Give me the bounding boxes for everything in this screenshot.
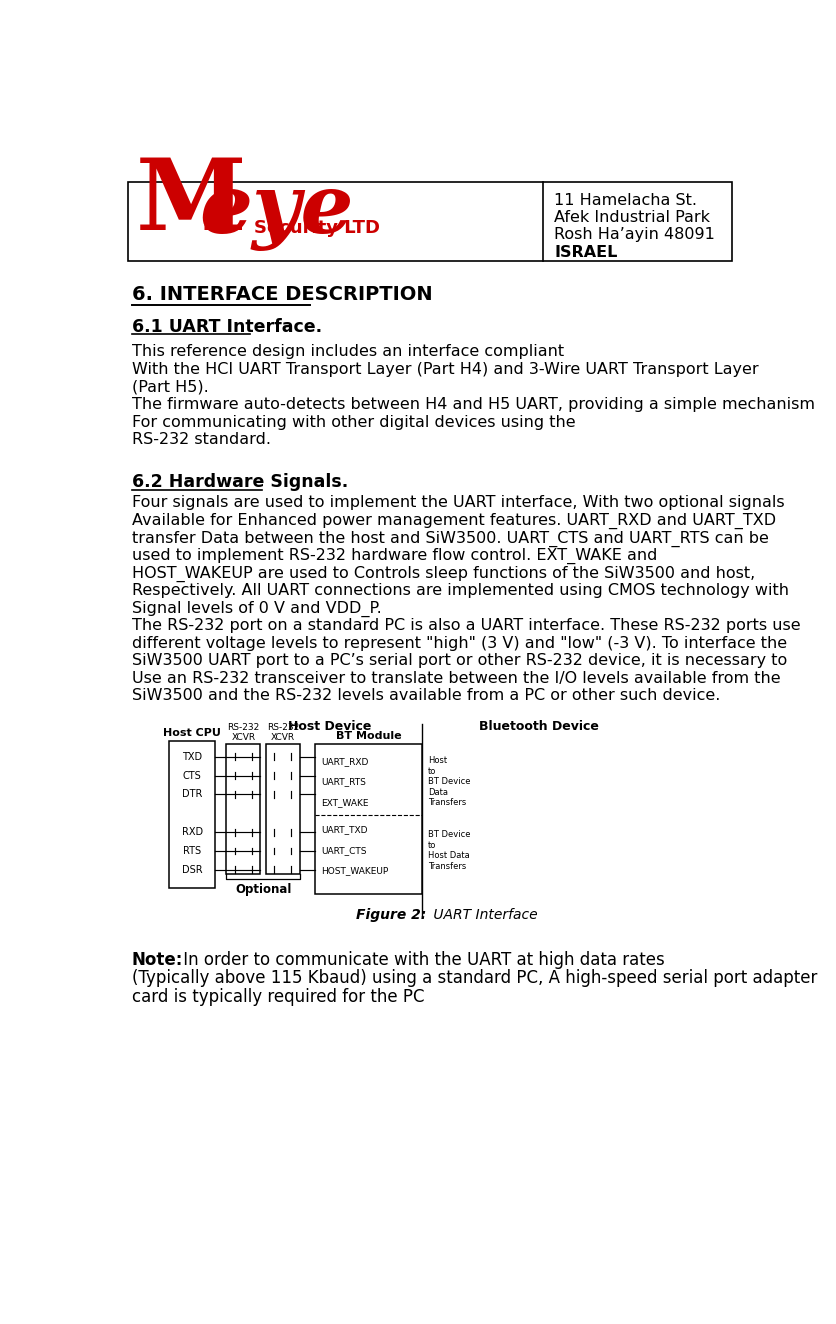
Text: For communicating with other digital devices using the: For communicating with other digital dev… [131,414,574,430]
Text: Security LTD: Security LTD [254,220,380,237]
Text: UART_CTS: UART_CTS [320,846,366,855]
Text: Host Device: Host Device [288,720,370,732]
Text: Optional: Optional [235,883,291,896]
Text: Host
to
BT Device
Data
Transfers: Host to BT Device Data Transfers [427,756,470,808]
Text: 6.2 Hardware Signals.: 6.2 Hardware Signals. [131,473,348,491]
Text: used to implement RS-232 hardware flow control. EXT_WAKE and: used to implement RS-232 hardware flow c… [131,548,656,564]
Text: RXD: RXD [181,828,202,837]
Text: Rosh Ha’ayin 48091: Rosh Ha’ayin 48091 [553,228,714,242]
Text: The RS-232 port on a standard PC is also a UART interface. These RS-232 ports us: The RS-232 port on a standard PC is also… [131,618,799,633]
Text: RS-232
XCVR: RS-232 XCVR [227,723,259,741]
Text: Respectively. All UART connections are implemented using CMOS technology with: Respectively. All UART connections are i… [131,583,788,598]
Text: This reference design includes an interface compliant: This reference design includes an interf… [131,344,563,359]
Text: EXT_WAKE: EXT_WAKE [320,797,368,806]
Text: Available for Enhanced power management features. UART_RXD and UART_TXD: Available for Enhanced power management … [131,512,775,530]
Bar [315,744,422,894]
Text: UART Interface: UART Interface [428,908,537,923]
Text: SiW3500 UART port to a PC’s serial port or other RS-232 device, it is necessary : SiW3500 UART port to a PC’s serial port … [131,653,786,669]
Text: RS-232
XCVR: RS-232 XCVR [267,723,298,741]
Text: UART_RTS: UART_RTS [320,777,365,786]
Text: (Typically above 115 Kbaud) using a standard PC, A high-speed serial port adapte: (Typically above 115 Kbaud) using a stan… [131,969,816,988]
Text: Afek Industrial Park: Afek Industrial Park [553,211,709,225]
Text: SiW3500 and the RS-232 levels available from a PC or other such device.: SiW3500 and the RS-232 levels available … [131,688,719,703]
Text: In order to communicate with the UART at high data rates: In order to communicate with the UART at… [178,951,665,969]
Text: (Part H5).: (Part H5). [131,380,208,395]
Bar [226,744,260,874]
Text: Figure 2:: Figure 2: [355,908,426,923]
Text: eye: eye [199,171,354,252]
Text: HOST_WAKEUP: HOST_WAKEUP [320,866,388,875]
Text: card is typically required for the PC: card is typically required for the PC [131,988,424,1006]
Text: The firmware auto-detects between H4 and H5 UART, providing a simple mechanism: The firmware auto-detects between H4 and… [131,397,813,412]
Text: M: M [135,155,246,252]
Text: 6. INTERFACE DESCRIPTION: 6. INTERFACE DESCRIPTION [131,285,432,305]
Text: Note:: Note: [131,951,183,969]
Text: transfer Data between the host and SiW3500. UART_CTS and UART_RTS can be: transfer Data between the host and SiW35… [131,531,767,547]
Text: UART_TXD: UART_TXD [320,826,367,834]
Bar [169,741,215,887]
Text: DSR: DSR [181,865,202,875]
Text: Bluetooth Device: Bluetooth Device [478,720,598,732]
Text: HOST_WAKEUP are used to Controls sleep functions of the SiW3500 and host,: HOST_WAKEUP are used to Controls sleep f… [131,565,754,581]
Text: Host CPU: Host CPU [163,728,221,739]
Text: ISRAEL: ISRAEL [553,245,617,260]
Bar [266,744,299,874]
Bar [128,181,732,261]
Text: 6.1 UART Interface.: 6.1 UART Interface. [131,318,322,335]
Text: With the HCI UART Transport Layer (Part H4) and 3-Wire UART Transport Layer: With the HCI UART Transport Layer (Part … [131,361,757,377]
Text: DTR: DTR [181,789,202,800]
Text: RS-232 standard.: RS-232 standard. [131,432,270,448]
Text: RTS: RTS [183,846,201,857]
Text: 11 Hamelacha St.: 11 Hamelacha St. [553,193,696,208]
Text: different voltage levels to represent "high" (3 V) and "low" (-3 V). To interfac: different voltage levels to represent "h… [131,636,786,650]
Text: TXD: TXD [182,752,202,761]
Text: BT Device
to
Host Data
Transfers: BT Device to Host Data Transfers [427,830,470,871]
Text: BT Module: BT Module [336,731,401,741]
Text: CTS: CTS [182,771,201,781]
Text: Signal levels of 0 V and VDD_P.: Signal levels of 0 V and VDD_P. [131,601,381,617]
Text: Four signals are used to implement the UART interface, With two optional signals: Four signals are used to implement the U… [131,495,783,510]
Text: UART_RXD: UART_RXD [320,757,368,765]
Text: Use an RS-232 transceiver to translate between the I/O levels available from the: Use an RS-232 transceiver to translate b… [131,671,779,686]
